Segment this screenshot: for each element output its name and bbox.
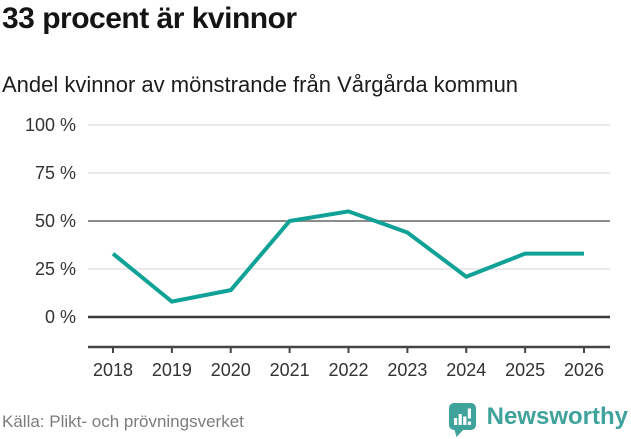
x-axis-tick-label: 2021	[270, 360, 310, 380]
data-series-line	[111, 209, 584, 304]
line-chart: 0 % 25 % 50 % 75 % 100 % 2018 2019 2020 2021 2022…	[25, 115, 610, 380]
y-axis-tick-label: 75 %	[35, 163, 76, 183]
page-title: 33 procent är kvinnor	[2, 2, 297, 35]
x-axis-tick-label: 2024	[446, 360, 486, 380]
x-axis-tick-label: 2022	[328, 360, 368, 380]
y-axis-tick-label: 0 %	[45, 307, 76, 327]
brand-name: Newsworthy	[486, 403, 628, 430]
y-axis-tick-label: 50 %	[35, 211, 76, 231]
x-axis-tick-label: 2023	[387, 360, 427, 380]
newsworthy-brand-link[interactable]: Newsworthy	[448, 402, 628, 438]
x-axis-tick-label: 2019	[152, 360, 192, 380]
y-axis-tick-label: 100 %	[25, 115, 76, 135]
chart-subtitle: Andel kvinnor av mönstrande från Vårgård…	[2, 72, 519, 97]
x-axis-tick-label: 2018	[93, 360, 133, 380]
source-note: Källa: Plikt- och prövningsverket	[2, 412, 244, 431]
x-axis-tick-label: 2020	[211, 360, 251, 380]
x-axis-tick-label: 2026	[564, 360, 604, 380]
x-axis-tick-label: 2025	[505, 360, 545, 380]
newsworthy-logo-icon	[448, 402, 478, 438]
y-axis-tick-label: 25 %	[35, 259, 76, 279]
